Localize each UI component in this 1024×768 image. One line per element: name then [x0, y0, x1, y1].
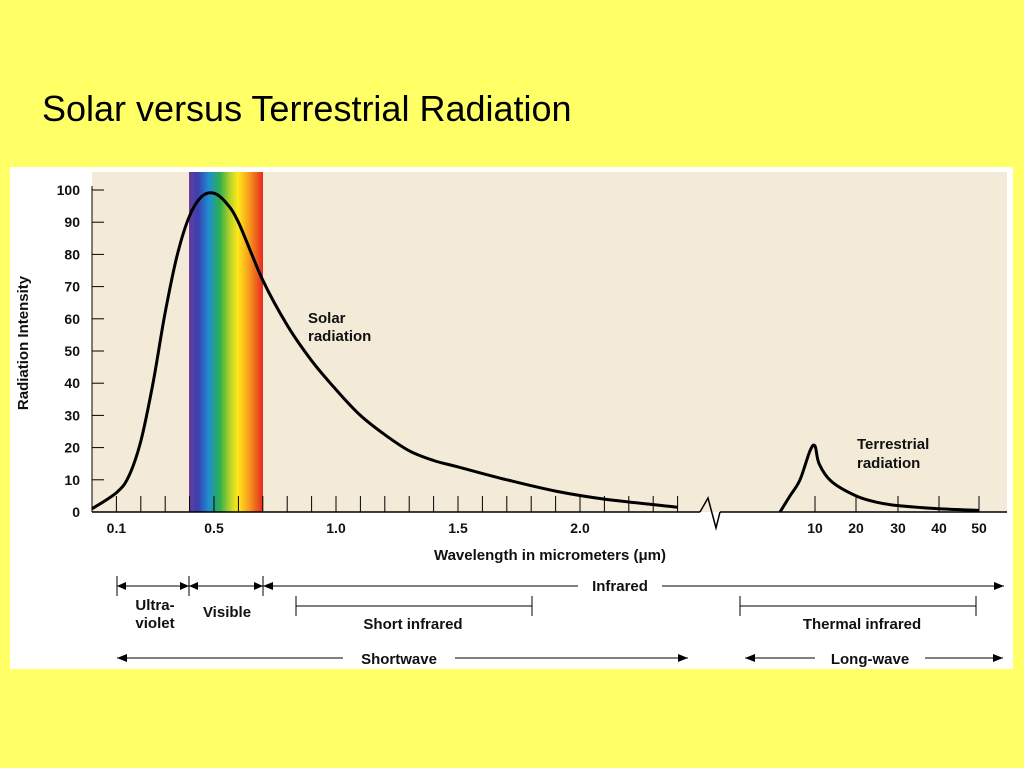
- visible-band: [189, 172, 263, 512]
- x-tick-label: 40: [931, 520, 947, 536]
- x-tick-label: 50: [971, 520, 987, 536]
- shortwave-label: Shortwave: [361, 651, 437, 668]
- slide-title: Solar versus Terrestrial Radiation: [42, 88, 572, 129]
- x-tick-label: 1.0: [326, 520, 346, 536]
- longwave-label: Long-wave: [831, 651, 909, 668]
- y-tick-label: 80: [64, 246, 80, 262]
- solar-label-line2: radiation: [308, 328, 371, 345]
- y-tick-label: 50: [64, 343, 80, 359]
- ultraviolet-label-line1: Ultra-: [135, 597, 174, 614]
- y-tick-label: 0: [72, 504, 80, 520]
- terrestrial-label-line1: Terrestrial: [857, 436, 929, 453]
- x-tick-label: 10: [807, 520, 823, 536]
- terrestrial-radiation-curve: [778, 443, 980, 513]
- x-tick-label: 1.5: [448, 520, 468, 536]
- x-axis-label: Wavelength in micrometers (μm): [434, 547, 666, 564]
- y-tick-label: 90: [64, 214, 80, 230]
- terrestrial-label-line2: radiation: [857, 455, 920, 472]
- x-tick-label: 0.1: [107, 520, 127, 536]
- region-brackets: [116, 576, 1004, 662]
- y-tick-label: 40: [64, 375, 80, 391]
- y-ticks: 0 10 20 30 40 50 60 70 80 90 100: [57, 182, 104, 520]
- ultraviolet-label-line2: violet: [135, 615, 174, 632]
- visible-label: Visible: [203, 604, 251, 621]
- thermal-infrared-label: Thermal infrared: [803, 616, 921, 633]
- infrared-label: Infrared: [592, 578, 648, 595]
- x-ticks: 0.1 0.5 1.0 1.5 2.0 10 20 30 40 50: [107, 496, 987, 536]
- y-tick-label: 100: [57, 182, 81, 198]
- short-infrared-label: Short infrared: [363, 616, 462, 633]
- axes: [91, 186, 1007, 531]
- y-tick-label: 20: [64, 440, 80, 456]
- x-tick-label: 0.5: [204, 520, 224, 536]
- y-tick-label: 30: [64, 407, 80, 423]
- solar-label-line1: Solar: [308, 310, 346, 327]
- solar-radiation-curve: [91, 191, 678, 511]
- x-tick-label: 30: [890, 520, 906, 536]
- axis-break: [699, 496, 721, 531]
- y-tick-label: 70: [64, 279, 80, 295]
- x-tick-label: 2.0: [570, 520, 590, 536]
- y-tick-label: 10: [64, 472, 80, 488]
- y-axis-label: Radiation Intensity: [15, 275, 32, 410]
- x-tick-label: 20: [848, 520, 864, 536]
- y-tick-label: 60: [64, 311, 80, 327]
